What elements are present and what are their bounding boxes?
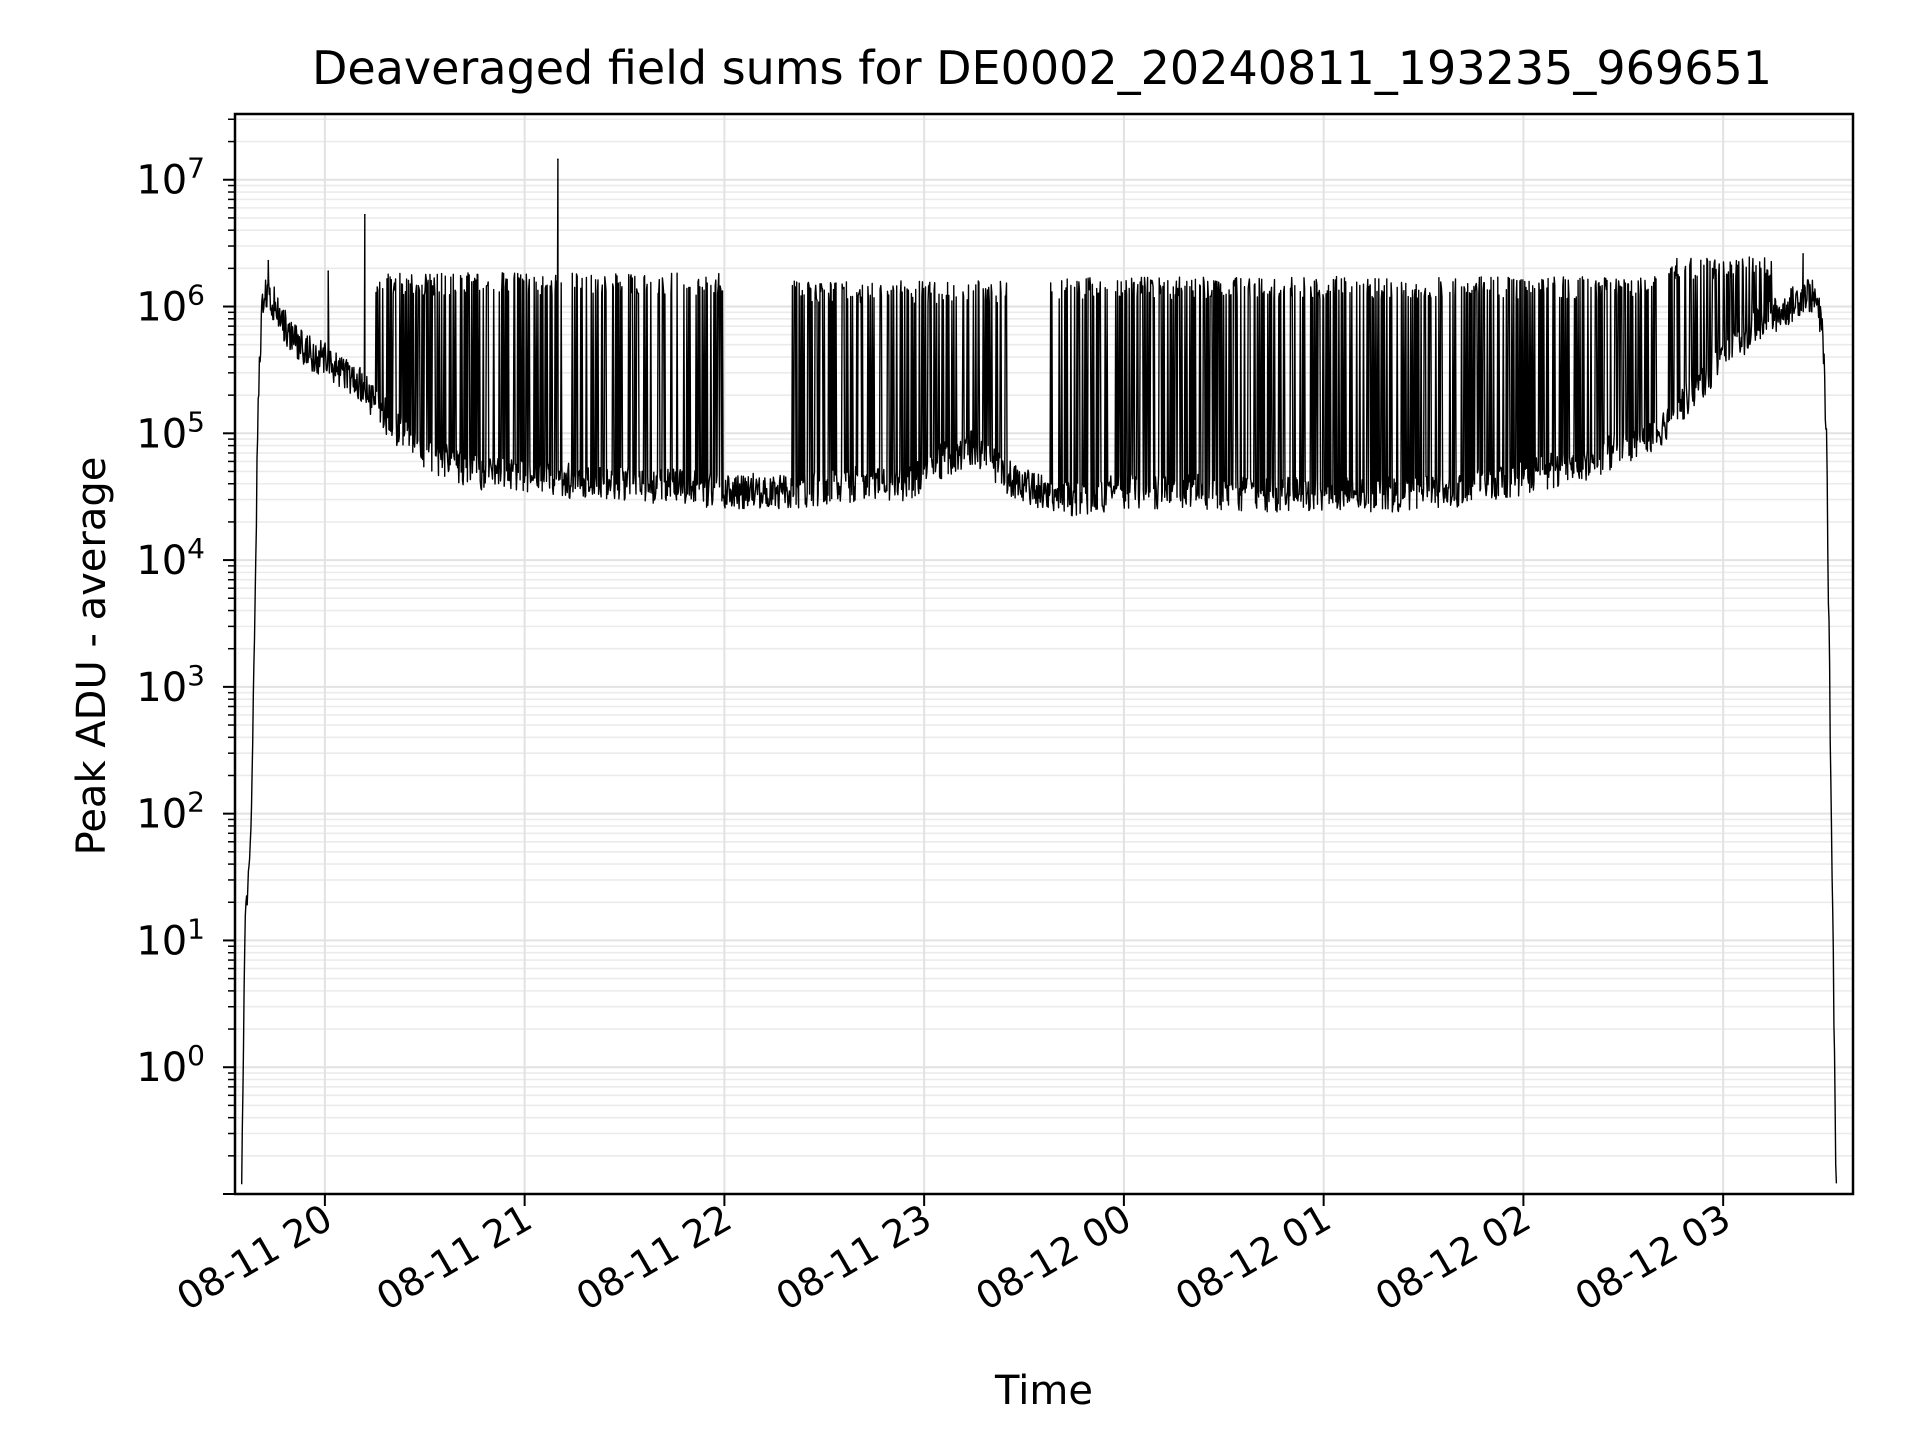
spike-point: [1802, 253, 1804, 255]
y-tick-label: 105: [136, 405, 205, 457]
series-layer: [241, 158, 1838, 1185]
spike-point: [557, 158, 559, 161]
y-tick-label: 103: [136, 659, 205, 711]
spike-point: [364, 213, 366, 216]
plot-frame: [233, 112, 1855, 1196]
spike-point: [327, 270, 330, 272]
chart-title: Deaveraged field sums for DE0002_2024081…: [312, 41, 1772, 95]
series-line: [241, 158, 1838, 1185]
x-axis-label: Time: [994, 1368, 1093, 1414]
spike-point: [267, 259, 270, 262]
y-axis-label: Peak ADU - average: [69, 457, 115, 856]
y-tick-label: 102: [136, 786, 205, 838]
y-tick-label: 100: [136, 1039, 205, 1091]
y-tick-label: 107: [136, 152, 205, 204]
y-tick-label: 101: [136, 912, 205, 964]
y-tick-label: 104: [136, 532, 205, 584]
y-tick-label: 106: [136, 279, 205, 331]
